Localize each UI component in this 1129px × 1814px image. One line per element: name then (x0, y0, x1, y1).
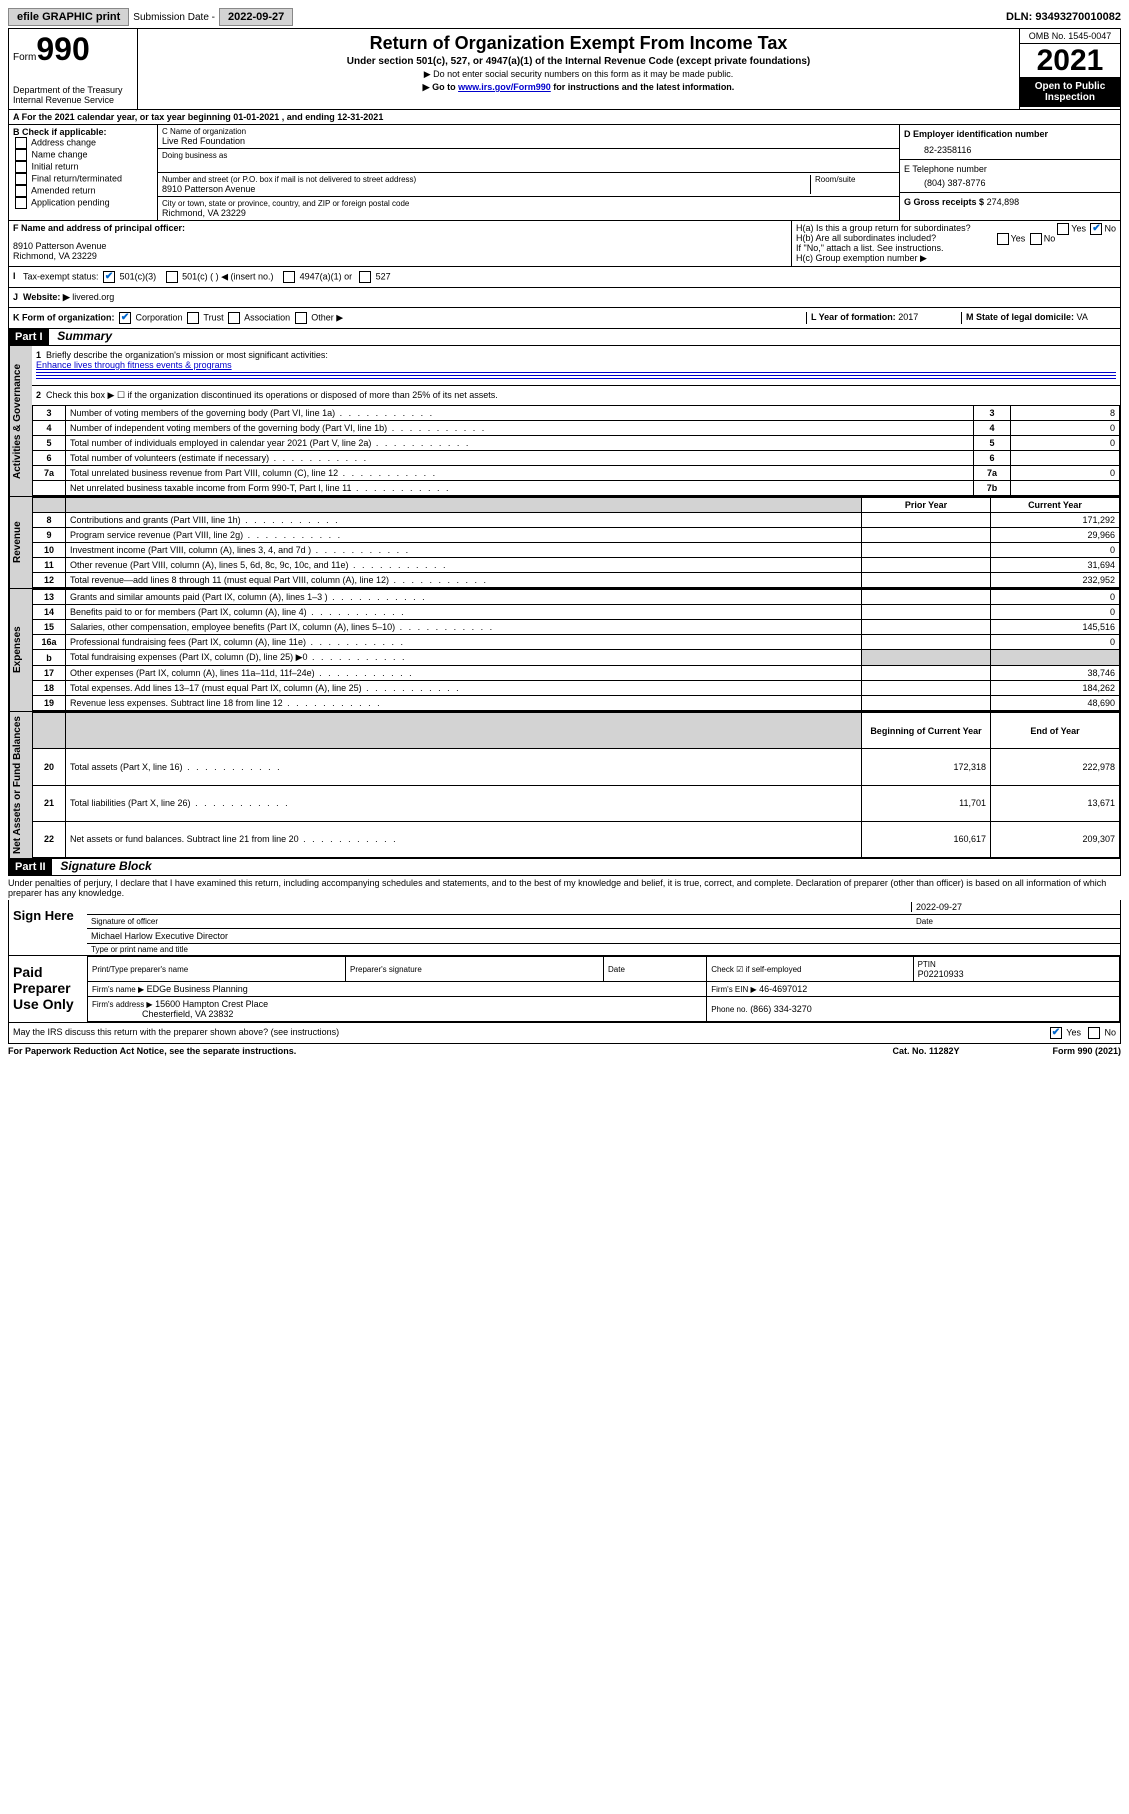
net-assets-table: Beginning of Current YearEnd of Year20To… (32, 712, 1120, 858)
gross-value: 274,898 (987, 197, 1020, 207)
gross-label: G Gross receipts $ (904, 197, 984, 207)
open-inspection: Open to Public Inspection (1020, 77, 1120, 107)
firm-addr2: Chesterfield, VA 23832 (142, 1009, 233, 1019)
firm-phone: (866) 334-3270 (750, 1004, 812, 1014)
cb-may-irs-yes[interactable] (1050, 1027, 1062, 1039)
section-expenses: Expenses 13Grants and similar amounts pa… (8, 589, 1121, 712)
mission-text: Enhance lives through fitness events & p… (36, 360, 232, 370)
form-word: Form (13, 52, 36, 63)
cb-name-change[interactable]: Name change (13, 149, 153, 161)
cb-527[interactable] (359, 271, 371, 283)
tab-revenue: Revenue (9, 497, 32, 588)
website-value: livered.org (72, 292, 114, 302)
section-revenue: Revenue Prior YearCurrent Year8Contribut… (8, 497, 1121, 589)
section-governance: Activities & Governance 1 Briefly descri… (8, 346, 1121, 497)
revenue-table: Prior YearCurrent Year8Contributions and… (32, 497, 1120, 588)
form990-link[interactable]: www.irs.gov/Form990 (458, 82, 551, 92)
col-b-checkboxes: B Check if applicable: Address change Na… (9, 125, 158, 220)
part-i-header: Part I Summary (8, 329, 1121, 346)
c-name-label: C Name of organization (162, 127, 895, 136)
part-ii-header: Part II Signature Block (8, 859, 1121, 876)
firm-ein: 46-4697012 (759, 984, 807, 994)
submission-label: Submission Date - (133, 12, 215, 23)
perjury-declaration: Under penalties of perjury, I declare th… (8, 876, 1121, 900)
cb-final-return[interactable]: Final return/terminated (13, 173, 153, 185)
hc-label: H(c) Group exemption number ▶ (796, 253, 1116, 264)
cb-amended-return[interactable]: Amended return (13, 185, 153, 197)
tab-expenses: Expenses (9, 589, 32, 711)
cb-association[interactable] (228, 312, 240, 324)
row-klm: K Form of organization: Corporation Trus… (8, 308, 1121, 329)
hb-note: If "No," attach a list. See instructions… (796, 243, 1116, 253)
ein-label: D Employer identification number (904, 129, 1116, 139)
irs-label: Internal Revenue Service (13, 95, 133, 105)
form-title: Return of Organization Exempt From Incom… (142, 33, 1015, 54)
phone-value: (804) 387-8776 (904, 174, 1116, 188)
top-bar: efile GRAPHIC print Submission Date - 20… (8, 8, 1121, 26)
officer-addr1: 8910 Patterson Avenue (13, 241, 787, 251)
ptin-value: P02210933 (918, 969, 964, 979)
submission-date-button[interactable]: 2022-09-27 (219, 8, 293, 26)
f-label: F Name and address of principal officer: (13, 223, 787, 233)
cb-may-irs-no[interactable] (1088, 1027, 1100, 1039)
cb-address-change[interactable]: Address change (13, 137, 153, 149)
addr-label: Number and street (or P.O. box if mail i… (162, 175, 810, 184)
hb-label: H(b) Are all subordinates included? (796, 233, 936, 243)
room-label: Room/suite (810, 175, 895, 194)
form-header: Form990 Department of the Treasury Inter… (8, 28, 1121, 110)
paid-preparer-label: Paid Preparer Use Only (9, 956, 87, 1022)
section-net-assets: Net Assets or Fund Balances Beginning of… (8, 712, 1121, 859)
org-street: 8910 Patterson Avenue (162, 184, 810, 194)
tab-governance: Activities & Governance (9, 346, 32, 496)
cb-other[interactable] (295, 312, 307, 324)
dept-treasury: Department of the Treasury (13, 85, 133, 95)
page-footer: For Paperwork Reduction Act Notice, see … (8, 1044, 1121, 1056)
ha-label: H(a) Is this a group return for subordin… (796, 223, 971, 233)
dln: DLN: 93493270010082 (1006, 11, 1121, 23)
officer-group-block: F Name and address of principal officer:… (8, 221, 1121, 267)
form-footer: Form 990 (2021) (1001, 1046, 1121, 1056)
row-i-tax-status: I Tax-exempt status: 501(c)(3) 501(c) ( … (8, 267, 1121, 288)
expenses-table: 13Grants and similar amounts paid (Part … (32, 589, 1120, 711)
goto-note: ▶ Go to www.irs.gov/Form990 for instruct… (142, 82, 1015, 93)
omb-number: OMB No. 1545-0047 (1020, 29, 1120, 44)
pra-notice: For Paperwork Reduction Act Notice, see … (8, 1046, 851, 1056)
paid-preparer-block: Paid Preparer Use Only Print/Type prepar… (8, 956, 1121, 1023)
city-label: City or town, state or province, country… (162, 199, 895, 208)
firm-addr1: 15600 Hampton Crest Place (155, 999, 268, 1009)
cb-initial-return[interactable]: Initial return (13, 161, 153, 173)
phone-label: E Telephone number (904, 164, 1116, 174)
sign-here-label: Sign Here (9, 900, 87, 955)
efile-button[interactable]: efile GRAPHIC print (8, 8, 129, 26)
officer-name-title: Michael Harlow Executive Director (91, 931, 228, 941)
org-name: Live Red Foundation (162, 136, 895, 146)
ein-value: 82-2358116 (904, 139, 1116, 155)
cb-corporation[interactable] (119, 312, 131, 324)
cb-4947[interactable] (283, 271, 295, 283)
form-subtitle: Under section 501(c), 527, or 4947(a)(1)… (142, 56, 1015, 67)
firm-name: EDGe Business Planning (147, 984, 248, 994)
ssn-note: ▶ Do not enter social security numbers o… (142, 69, 1015, 80)
cb-501c[interactable] (166, 271, 178, 283)
row-a-tax-year: A For the 2021 calendar year, or tax yea… (8, 110, 1121, 125)
governance-table: 3Number of voting members of the governi… (32, 405, 1120, 496)
tab-net-assets: Net Assets or Fund Balances (9, 712, 32, 858)
may-irs-row: May the IRS discuss this return with the… (8, 1023, 1121, 1044)
org-city: Richmond, VA 23229 (162, 208, 895, 218)
year-formation: 2017 (898, 312, 918, 322)
cb-501c3[interactable] (103, 271, 115, 283)
org-info-block: B Check if applicable: Address change Na… (8, 125, 1121, 221)
cb-trust[interactable] (187, 312, 199, 324)
officer-addr2: Richmond, VA 23229 (13, 251, 787, 261)
sig-date: 2022-09-27 (912, 902, 1116, 912)
tax-year: 2021 (1020, 44, 1120, 77)
signature-block: Sign Here 2022-09-27 Signature of office… (8, 900, 1121, 956)
cb-app-pending[interactable]: Application pending (13, 197, 153, 209)
dba-label: Doing business as (162, 151, 895, 160)
form-number: 990 (36, 31, 89, 67)
cat-no: Cat. No. 11282Y (851, 1046, 1001, 1056)
state-domicile: VA (1077, 312, 1088, 322)
row-j-website: J Website: ▶ livered.org (8, 288, 1121, 308)
